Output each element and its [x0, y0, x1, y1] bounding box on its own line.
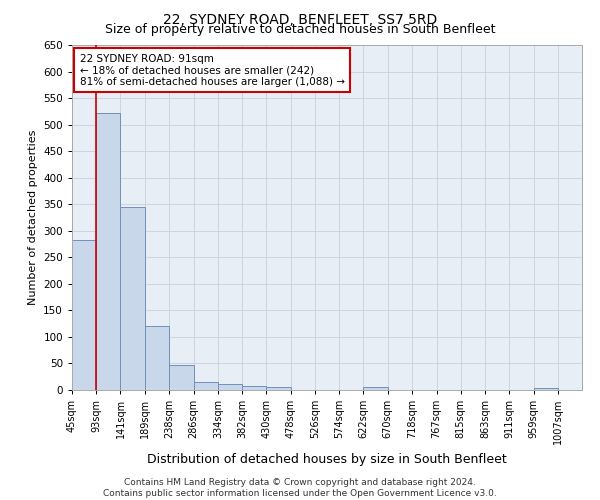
- Bar: [242, 386, 266, 390]
- Bar: [266, 388, 290, 390]
- Bar: [194, 382, 218, 390]
- Bar: [121, 208, 145, 390]
- Bar: [145, 326, 169, 390]
- Text: 22 SYDNEY ROAD: 91sqm
← 18% of detached houses are smaller (242)
81% of semi-det: 22 SYDNEY ROAD: 91sqm ← 18% of detached …: [80, 54, 344, 87]
- Text: Size of property relative to detached houses in South Benfleet: Size of property relative to detached ho…: [105, 22, 495, 36]
- X-axis label: Distribution of detached houses by size in South Benfleet: Distribution of detached houses by size …: [147, 452, 507, 466]
- Bar: [533, 388, 558, 390]
- Bar: [364, 387, 388, 390]
- Bar: [218, 384, 242, 390]
- Text: 22, SYDNEY ROAD, BENFLEET, SS7 5RD: 22, SYDNEY ROAD, BENFLEET, SS7 5RD: [163, 12, 437, 26]
- Y-axis label: Number of detached properties: Number of detached properties: [28, 130, 38, 305]
- Text: Contains HM Land Registry data © Crown copyright and database right 2024.
Contai: Contains HM Land Registry data © Crown c…: [103, 478, 497, 498]
- Bar: [72, 240, 96, 390]
- Bar: [96, 113, 121, 390]
- Bar: [169, 364, 194, 390]
